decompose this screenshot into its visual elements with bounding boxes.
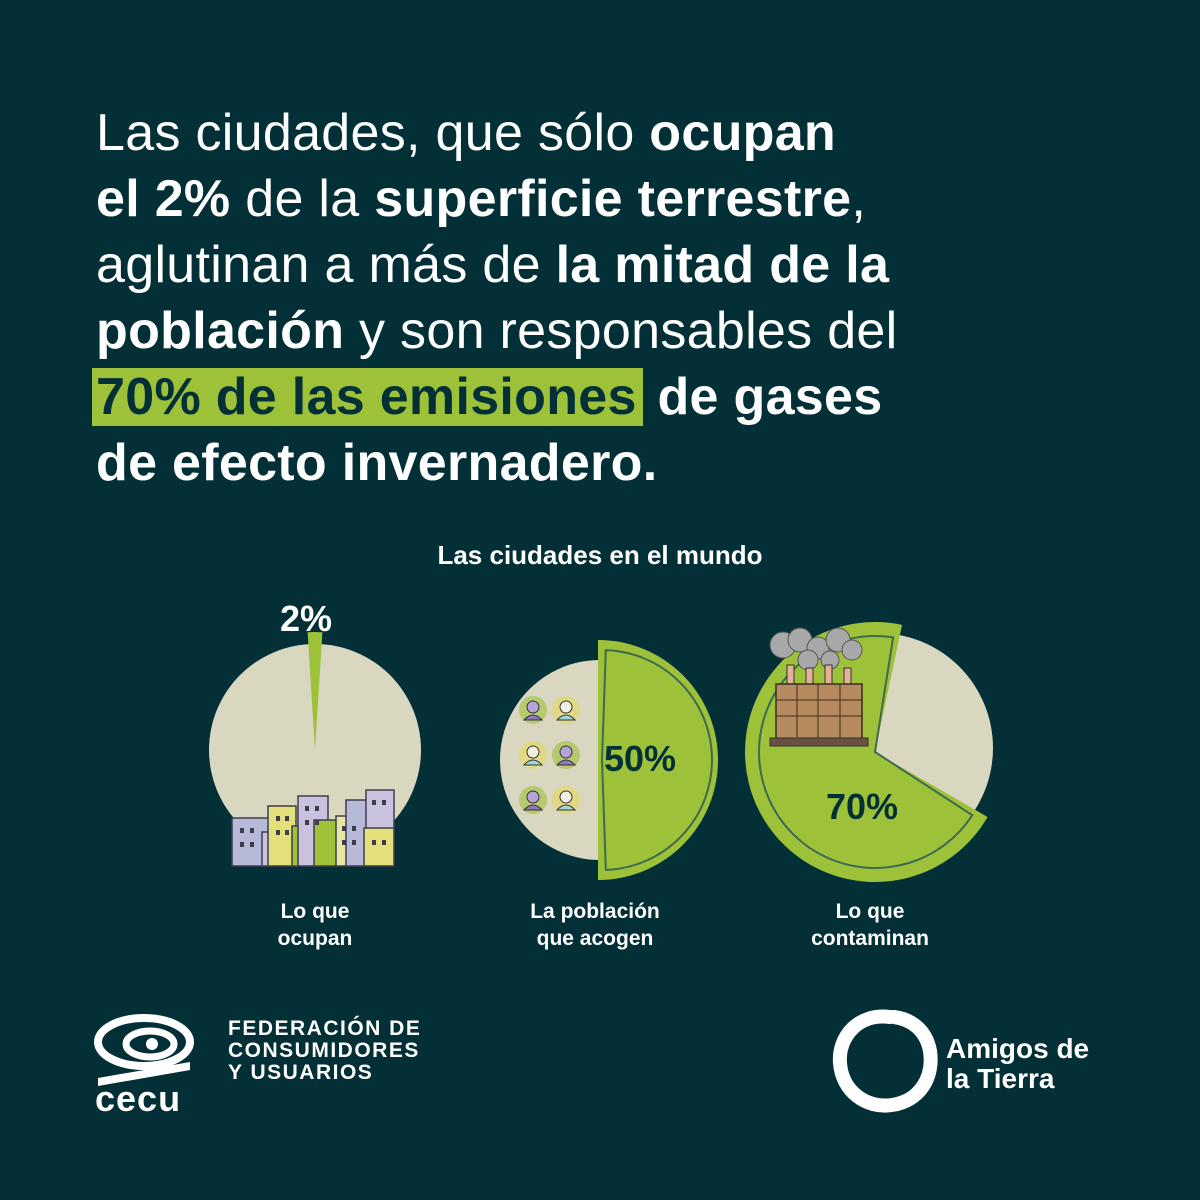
- pie-chart-2: [500, 640, 718, 880]
- cecu-name-line: FEDERACIÓN DE: [228, 1017, 422, 1040]
- factory-icon: [769, 627, 869, 747]
- caption-3: Lo que contaminan: [760, 898, 980, 952]
- headline-line-1: Las ciudades, que sólo ocupan: [96, 100, 1116, 166]
- headline-line-2: el 2% de la superficie terrestre,: [96, 166, 1116, 232]
- people-icon: [519, 696, 580, 814]
- amigos-name-line: Amigos de: [946, 1033, 1090, 1064]
- headline-text: de la: [230, 170, 375, 228]
- amigos-logo-ring: [832, 1009, 938, 1113]
- caption-line: ocupan: [277, 927, 353, 950]
- headline-text: aglutinan a más de: [96, 236, 556, 294]
- pie-chart-1: [209, 632, 421, 867]
- pie-2-label: 50%: [604, 738, 677, 779]
- headline-bold: la mitad de la: [555, 236, 890, 294]
- headline-highlight: 70% de las emisiones: [92, 368, 643, 426]
- headline: Las ciudades, que sólo ocupan el 2% de l…: [92, 100, 1116, 496]
- caption-line: Lo que: [280, 900, 350, 923]
- pie-1-label: 2%: [280, 598, 333, 639]
- headline-text: ,: [851, 170, 867, 228]
- headline-bold: población: [96, 302, 345, 360]
- headline-text: y son responsables del: [344, 302, 898, 360]
- charts-title: Las ciudades en el mundo: [437, 540, 763, 570]
- headline-line-5: 70% de las emisiones de gases: [92, 364, 1116, 430]
- amigos-name-line: la Tierra: [946, 1063, 1055, 1094]
- headline-bold: superficie terrestre: [374, 170, 852, 228]
- headline-bold: el 2%: [96, 170, 231, 228]
- caption-2: La población que acogen: [485, 898, 705, 952]
- caption-line: contaminan: [811, 927, 929, 950]
- headline-line-4: población y son responsables del: [96, 298, 1116, 364]
- cecu-name-line: CONSUMIDORES: [228, 1039, 420, 1062]
- buildings-icon: [231, 789, 395, 867]
- headline-line-6: de efecto invernadero.: [96, 430, 1116, 496]
- cecu-name-line: Y USUARIOS: [228, 1061, 374, 1084]
- headline-bold: de efecto invernadero.: [96, 434, 658, 492]
- headline-bold: ocupan: [649, 104, 836, 162]
- caption-1: Lo que ocupan: [205, 898, 425, 952]
- pie-3-label: 70%: [826, 786, 899, 827]
- cecu-wordmark: cecu: [95, 1078, 182, 1119]
- pie-slice-50pct: [598, 640, 718, 880]
- cecu-logo-mark: [94, 1014, 194, 1086]
- cecu-name: FEDERACIÓN DE CONSUMIDORES Y USUARIOS: [228, 1018, 421, 1084]
- caption-line: que acogen: [536, 927, 654, 950]
- pie-slice-2pct: [307, 632, 323, 750]
- headline-line-3: aglutinan a más de la mitad de la: [96, 232, 1116, 298]
- pie-slice-outline: [600, 649, 713, 871]
- headline-text: Las ciudades, que sólo: [96, 104, 650, 162]
- pie-chart-3: [745, 622, 993, 883]
- amigos-name: Amigos de la Tierra: [946, 1034, 1089, 1094]
- headline-bold: de gases: [642, 368, 883, 426]
- caption-line: Lo que: [835, 900, 905, 923]
- caption-line: La población: [530, 900, 660, 923]
